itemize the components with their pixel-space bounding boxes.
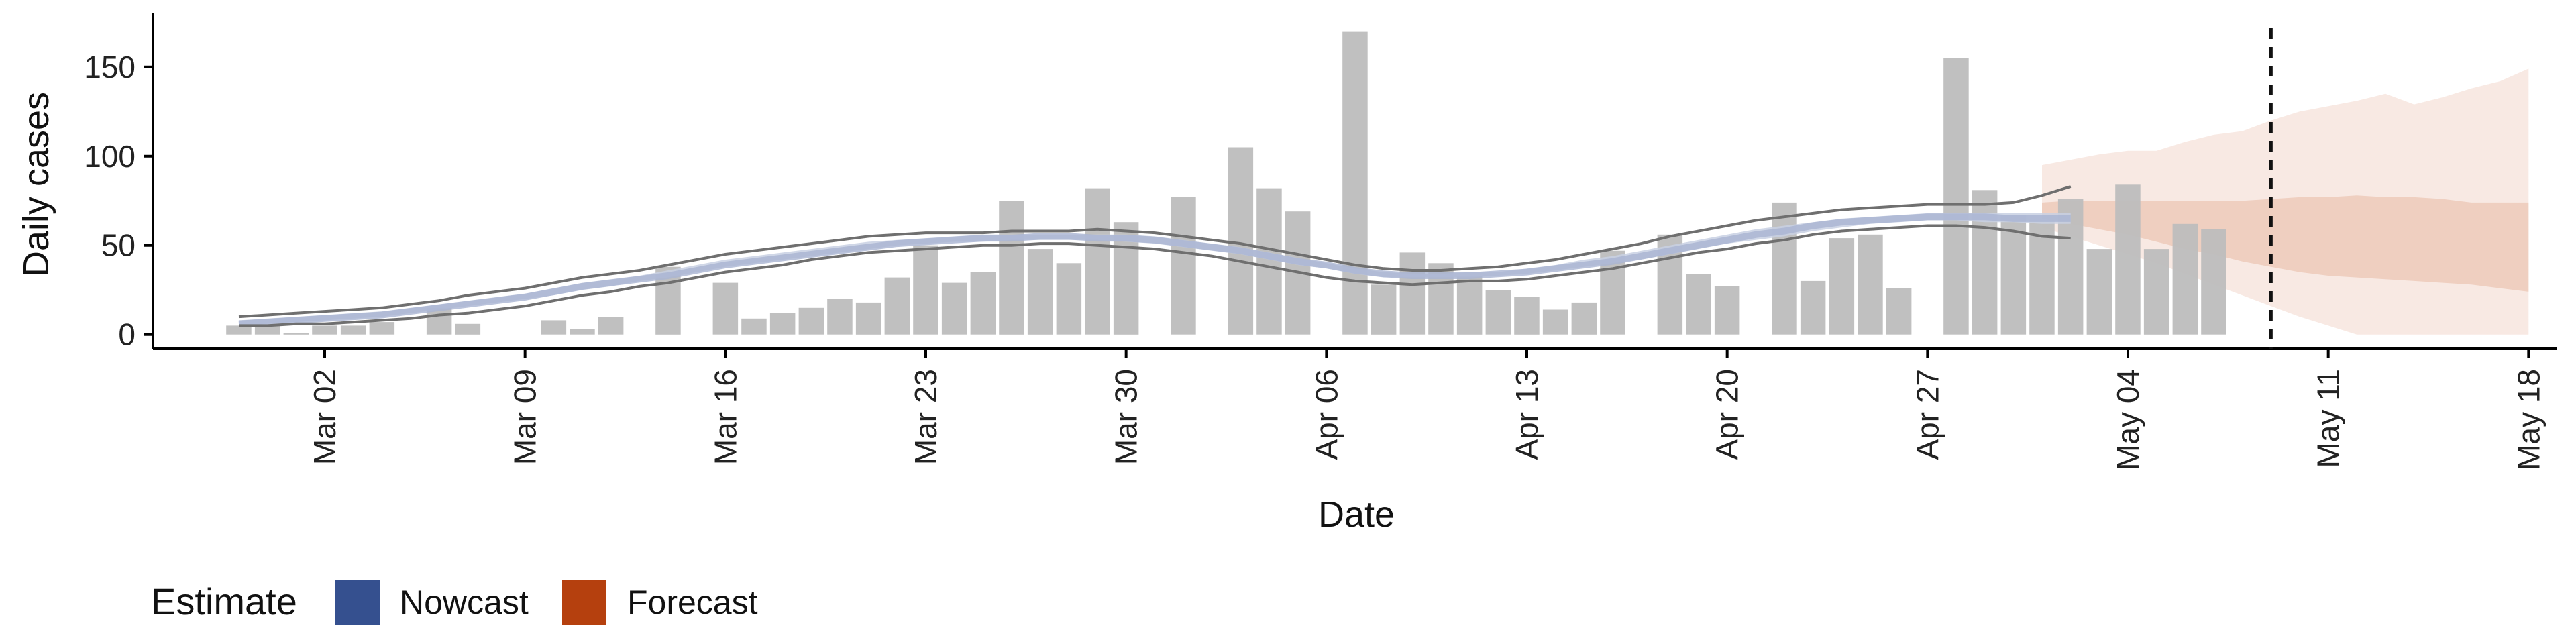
case-bar: [855, 302, 881, 335]
case-bar: [2086, 249, 2112, 335]
case-bar: [1399, 252, 1426, 335]
case-bar: [1371, 284, 1397, 335]
case-bar: [2029, 220, 2055, 335]
case-bar: [769, 313, 796, 335]
case-bar: [598, 317, 624, 335]
case-bar: [1858, 234, 1883, 335]
case-bar: [1256, 188, 1282, 335]
y-tick-label: 150: [84, 50, 136, 85]
case-bar: [1571, 302, 1597, 335]
case-bar: [1943, 58, 1969, 335]
case-bar: [2000, 215, 2027, 335]
case-bar: [1514, 297, 1540, 335]
nowcast-upper-line: [238, 185, 2072, 319]
legend-label-forecast: Forecast: [627, 584, 758, 621]
case-bar: [455, 323, 481, 335]
x-tick-label: Apr 20: [1710, 369, 1745, 460]
x-tick-label: Apr 06: [1309, 369, 1344, 460]
case-bar: [426, 307, 452, 335]
case-bar: [1027, 249, 1053, 335]
case-bar: [1171, 197, 1196, 335]
case-bar: [827, 299, 853, 335]
x-tick-label: Mar 09: [508, 369, 543, 465]
case-bar: [884, 277, 910, 335]
case-bar: [2172, 223, 2198, 335]
case-bar: [2143, 249, 2169, 335]
case-bar: [2201, 229, 2226, 335]
x-tick-label: May 04: [2110, 369, 2145, 470]
x-tick-label: Mar 02: [307, 369, 342, 465]
case-bar: [1456, 276, 1483, 335]
legend-title: Estimate: [151, 580, 297, 623]
case-bar: [1800, 280, 1826, 335]
x-tick-label: May 11: [2311, 369, 2346, 468]
case-bar: [712, 282, 739, 335]
x-tick-label: Mar 23: [908, 369, 943, 465]
case-bar: [999, 201, 1024, 335]
case-bar: [1342, 31, 1368, 335]
case-bar: [1485, 290, 1511, 335]
case-bar: [369, 322, 395, 335]
legend-swatch-nowcast: [335, 580, 380, 625]
case-bar: [226, 325, 252, 335]
case-bar: [741, 318, 767, 335]
y-axis-title: Daily cases: [16, 92, 56, 277]
y-tick-label: 0: [118, 317, 136, 352]
y-tick-label: 100: [84, 139, 136, 174]
x-tick-label: Apr 27: [1910, 369, 1945, 460]
case-bar: [1085, 188, 1110, 335]
nowcast-median: [238, 213, 2071, 327]
case-bar: [312, 325, 337, 335]
legend-label-nowcast: Nowcast: [400, 584, 529, 621]
case-bar: [254, 325, 280, 335]
x-axis-title: Date: [1318, 494, 1395, 535]
y-tick-label: 50: [101, 228, 136, 263]
case-bar: [970, 272, 996, 335]
case-bar: [541, 320, 567, 335]
nowcast-lower-line: [239, 224, 2071, 327]
case-bar: [283, 333, 309, 335]
case-bar: [1542, 309, 1568, 335]
x-tick-label: Mar 16: [708, 369, 743, 465]
case-bar: [1829, 238, 1855, 335]
legend-swatch-forecast: [562, 580, 606, 625]
axes: 0 50 100 150 Mar 02 Mar 09 Mar 16 Mar 23 Mar 30 A…: [84, 13, 2557, 470]
observed-cases-bars: [226, 31, 2226, 335]
case-bar: [1714, 286, 1740, 335]
x-tick-label: Mar 30: [1109, 369, 1144, 465]
case-bar: [913, 245, 938, 335]
case-bar: [570, 329, 595, 335]
case-bar: [1056, 263, 1082, 335]
nowcast-interval-lines: [238, 185, 2072, 327]
case-bar: [1686, 274, 1711, 335]
legend: Estimate Nowcast Forecast: [151, 580, 758, 625]
case-bar: [1772, 202, 1797, 335]
x-tick-label: Apr 13: [1509, 369, 1544, 460]
case-bar: [2115, 184, 2141, 335]
case-bar: [1228, 147, 1254, 335]
case-bar: [1886, 288, 1912, 335]
case-bar: [340, 325, 366, 335]
x-tick-label: May 18: [2511, 369, 2546, 470]
forecast-band-50: [2042, 195, 2529, 292]
case-bar: [1972, 190, 1998, 335]
nowcast-bands: [238, 213, 2071, 327]
case-bar: [798, 307, 824, 335]
forecast-bands: [2042, 68, 2529, 335]
case-bar: [941, 282, 967, 335]
